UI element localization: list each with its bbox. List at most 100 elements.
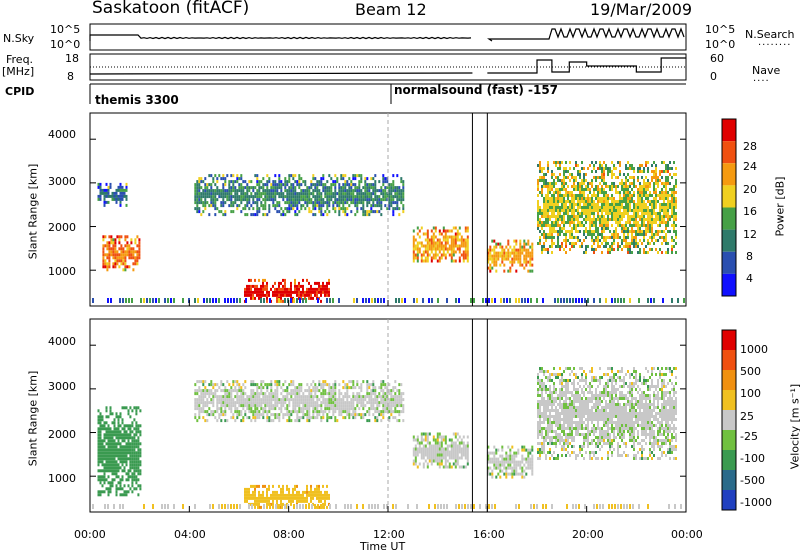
velocity-cell xyxy=(312,410,315,414)
velocity-cell xyxy=(352,380,355,384)
power-cell xyxy=(338,210,341,214)
velocity-cell xyxy=(133,442,136,446)
power-cell xyxy=(282,278,284,282)
velocity-cell xyxy=(436,444,439,448)
velocity-cell xyxy=(127,484,130,488)
velocity-cell xyxy=(392,398,395,402)
velocity-cell xyxy=(196,419,199,423)
velocity-cell xyxy=(400,410,403,414)
velocity-cell xyxy=(125,451,128,455)
power-cell xyxy=(214,201,217,205)
velocity-cell xyxy=(340,404,343,408)
power-cell xyxy=(360,177,363,181)
power-cell xyxy=(553,194,555,197)
velocity-cell xyxy=(384,383,387,387)
power-cell xyxy=(675,233,677,236)
power-cell xyxy=(611,212,613,215)
power-cell xyxy=(384,177,387,181)
power-cell xyxy=(565,167,567,170)
velocity-cell xyxy=(226,398,229,402)
velocity-cell xyxy=(113,466,116,470)
power-cell xyxy=(298,183,301,187)
power-cell xyxy=(198,180,201,184)
power-cell xyxy=(551,209,553,212)
velocity-cell xyxy=(266,404,269,408)
power-cell xyxy=(254,284,256,288)
velocity-cell xyxy=(501,448,504,452)
velocity-cell xyxy=(454,459,457,463)
power-cell xyxy=(107,185,110,189)
power-cell xyxy=(428,253,431,257)
power-cell xyxy=(643,191,645,194)
power-cell xyxy=(671,209,673,212)
power-cell xyxy=(659,173,661,176)
power-cell xyxy=(639,170,641,173)
velocity-cell xyxy=(422,453,425,457)
power-cell xyxy=(398,195,401,199)
velocity-cell xyxy=(244,404,247,408)
power-cell xyxy=(424,256,427,260)
velocity-cell xyxy=(456,450,459,454)
power-cell xyxy=(641,188,643,191)
velocity-cell xyxy=(308,389,311,393)
velocity-cell xyxy=(360,404,363,408)
power-cell xyxy=(641,209,643,212)
velocity-cell xyxy=(135,451,138,455)
power-cell xyxy=(356,207,359,211)
velocity-cell xyxy=(487,472,490,476)
velocity-cell xyxy=(224,419,227,423)
power-cell xyxy=(635,209,637,212)
power-cell xyxy=(264,195,267,199)
power-cell xyxy=(420,241,423,245)
power-cell xyxy=(615,218,617,221)
power-cell xyxy=(248,293,250,297)
power-cell xyxy=(103,191,106,195)
velocity-cell xyxy=(115,445,118,449)
velocity-cell xyxy=(298,386,301,390)
power-cell xyxy=(575,215,577,218)
velocity-cell xyxy=(306,389,309,393)
velocity-cell xyxy=(268,395,271,399)
velocity-cell xyxy=(497,463,500,467)
power-cell xyxy=(559,224,561,227)
velocity-cell xyxy=(372,392,375,396)
power-cell xyxy=(324,195,327,199)
power-cell xyxy=(579,182,581,185)
power-cell xyxy=(515,251,518,255)
velocity-cell xyxy=(440,456,443,460)
power-cell xyxy=(645,233,647,236)
power-cell xyxy=(603,167,605,170)
power-cell xyxy=(106,253,109,257)
velocity-cell xyxy=(316,386,319,390)
power-cell xyxy=(557,191,559,194)
velocity-cell xyxy=(328,404,331,408)
power-cell xyxy=(272,204,275,208)
power-cell xyxy=(222,177,225,181)
power-cell xyxy=(376,210,379,214)
power-cell xyxy=(543,212,545,215)
velocity-cell xyxy=(308,386,311,390)
power-cell xyxy=(125,203,128,207)
power-cell xyxy=(256,192,259,196)
power-cell xyxy=(675,236,677,239)
velocity-cell xyxy=(137,478,140,482)
power-cell xyxy=(567,218,569,221)
power-cell xyxy=(462,259,465,263)
power-cell xyxy=(537,209,539,212)
power-cell xyxy=(412,256,415,260)
power-cell xyxy=(198,192,201,196)
power-cell xyxy=(491,257,494,261)
power-cell xyxy=(272,192,275,196)
power-cell xyxy=(561,215,563,218)
power-cell xyxy=(454,232,457,236)
xtick-1600: 16:00 xyxy=(473,528,505,541)
velocity-cell xyxy=(302,416,305,420)
power-cell xyxy=(322,186,325,190)
power-cell xyxy=(228,180,231,184)
power-cell xyxy=(541,212,543,215)
power-cell xyxy=(627,200,629,203)
power-cell xyxy=(262,213,265,217)
power-cell xyxy=(553,209,555,212)
velocity-cell xyxy=(330,416,333,420)
power-cell xyxy=(487,260,490,264)
